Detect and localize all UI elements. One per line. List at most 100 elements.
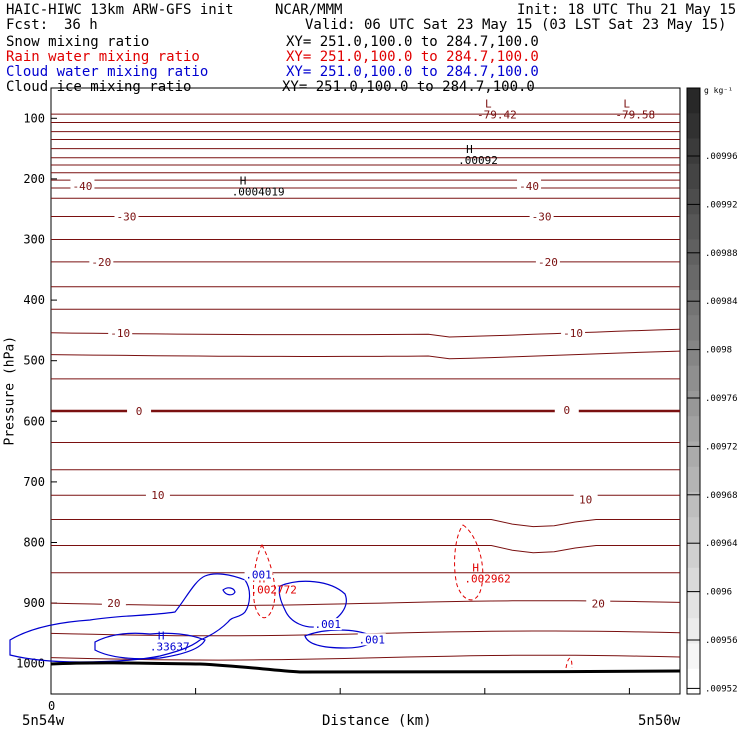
colorbar-label: .00964 <box>705 539 738 549</box>
cloud-contour-label: .001 <box>359 633 386 646</box>
field-ice-name: Cloud ice mixing ratio <box>6 79 192 95</box>
colorbar-segment <box>687 365 700 392</box>
colorbar-unit: g kg⁻¹ <box>704 86 733 95</box>
colorbar-label: .00984 <box>705 297 738 307</box>
temperature-label: -30 <box>532 210 552 223</box>
temp-label-bg <box>89 254 114 268</box>
extremum-marker: L <box>485 97 492 110</box>
temperature-contour <box>51 545 680 554</box>
y-tick-label: 600 <box>23 414 45 428</box>
temp-label-bg <box>101 596 126 610</box>
colorbar-label: .00992 <box>705 200 738 210</box>
temperature-label: -40 <box>519 180 539 193</box>
y-tick-label: 200 <box>23 172 45 186</box>
rain-contour-3 <box>565 657 573 669</box>
cloud-contour-label: .001 <box>245 568 272 581</box>
temperature-label: -20 <box>91 256 111 269</box>
extremum-value: .00092 <box>458 154 498 167</box>
temperature-contour <box>50 600 681 606</box>
y-tick-label: 700 <box>23 475 45 489</box>
colorbar-segment <box>687 340 700 367</box>
temp-label-bg <box>554 402 579 416</box>
colorbar-segment <box>687 466 700 493</box>
temperature-label: -10 <box>563 327 583 340</box>
extremum-marker: L <box>623 97 630 110</box>
temperature-label: 20 <box>107 597 120 610</box>
field-snow-name: Snow mixing ratio <box>6 34 150 50</box>
terrain-line <box>50 661 681 674</box>
colorbar-segment <box>687 567 700 594</box>
x-axis-title: Distance (km) <box>322 713 432 729</box>
colorbar-segment <box>687 668 700 695</box>
temp-label-bg <box>535 254 560 268</box>
temp-label-bg <box>561 325 586 339</box>
colorbar-segment <box>687 542 700 569</box>
colorbar-segment <box>687 163 700 190</box>
y-tick-label: 900 <box>23 596 45 610</box>
header-title: HAIC-HIWC 13km ARW-GFS init <box>6 2 234 18</box>
cloud-contour-main <box>9 573 251 663</box>
extremum-marker: H <box>466 143 473 156</box>
cloud-contour-small <box>222 587 236 596</box>
x-end-label: 5n50w <box>638 713 681 729</box>
header-fcst-value: 36 h <box>64 17 98 33</box>
colorbar-label: .00972 <box>705 442 738 452</box>
field-ice-xy: XY= 251.0,100.0 to 284.7,100.0 <box>282 79 535 95</box>
extremum-value: .002962 <box>464 573 510 586</box>
extremum-marker: H <box>158 629 165 642</box>
extremum-value: -79.58 <box>615 108 655 121</box>
temp-label-bg <box>586 596 611 610</box>
header-fcst-label: Fcst: <box>6 17 49 33</box>
colorbar-frame <box>686 87 701 695</box>
x-start-label: 5n54w <box>22 713 65 729</box>
y-tick-label: 100 <box>23 111 45 125</box>
temp-label-bg <box>517 179 542 193</box>
cloud-label-bg <box>357 633 386 646</box>
temp-label-bg <box>114 209 139 223</box>
cloud-contour-label: .001 <box>315 618 342 631</box>
cloud-label-bg <box>313 618 342 631</box>
rain-contour-2 <box>454 524 484 601</box>
extremum-value: .33637 <box>150 640 190 653</box>
colorbar-segment <box>687 264 700 291</box>
extremum-marker: H <box>240 174 247 187</box>
temperature-label: -30 <box>117 210 137 223</box>
temperature-contour <box>51 519 680 528</box>
temperature-label: 10 <box>151 489 164 502</box>
field-rain-name: Rain water mixing ratio <box>6 49 200 65</box>
colorbar-segment <box>687 416 700 442</box>
field-cloud-xy: XY= 251.0,100.0 to 284.7,100.0 <box>286 64 539 80</box>
temperature-label: 20 <box>592 598 605 611</box>
colorbar-segment <box>687 290 700 316</box>
colorbar-label: .0098 <box>705 346 732 356</box>
header-valid: Valid: 06 UTC Sat 23 May 15 (03 LST Sat … <box>305 17 727 33</box>
x-zero-label: 0 <box>48 699 56 713</box>
temperature-contour <box>50 654 681 661</box>
colorbar-segment <box>687 189 700 215</box>
y-tick-label: 400 <box>23 293 45 307</box>
field-rain-xy: XY= 251.0,100.0 to 284.7,100.0 <box>286 49 539 65</box>
colorbar-segment <box>687 517 700 543</box>
temp-label-bg <box>145 488 170 502</box>
temp-label-bg <box>127 403 152 417</box>
header-org: NCAR/MMM <box>275 2 343 18</box>
extremum-value: -79.42 <box>477 108 517 121</box>
colorbar-segment <box>687 441 700 468</box>
y-tick-label: 800 <box>23 536 45 550</box>
colorbar-segment <box>687 214 700 240</box>
colorbar-label: .00952 <box>705 684 738 694</box>
temp-label-bg <box>70 179 95 193</box>
extremum-marker: H <box>472 562 479 575</box>
colorbar-segment <box>687 643 700 670</box>
colorbar-label: .00968 <box>705 491 738 501</box>
colorbar-label: .00996 <box>705 152 738 162</box>
temp-label-bg <box>529 209 554 223</box>
header-init: Init: 18 UTC Thu 21 May 15 <box>517 2 737 18</box>
field-cloud-name: Cloud water mixing ratio <box>6 64 209 80</box>
field-snow-xy: XY= 251.0,100.0 to 284.7,100.0 <box>286 34 539 50</box>
temperature-label: -40 <box>73 180 93 193</box>
temp-label-bg <box>573 492 598 506</box>
temperature-contour <box>50 328 681 338</box>
temp-label-bg <box>108 325 133 339</box>
extremum-value: .0004019 <box>232 185 285 198</box>
